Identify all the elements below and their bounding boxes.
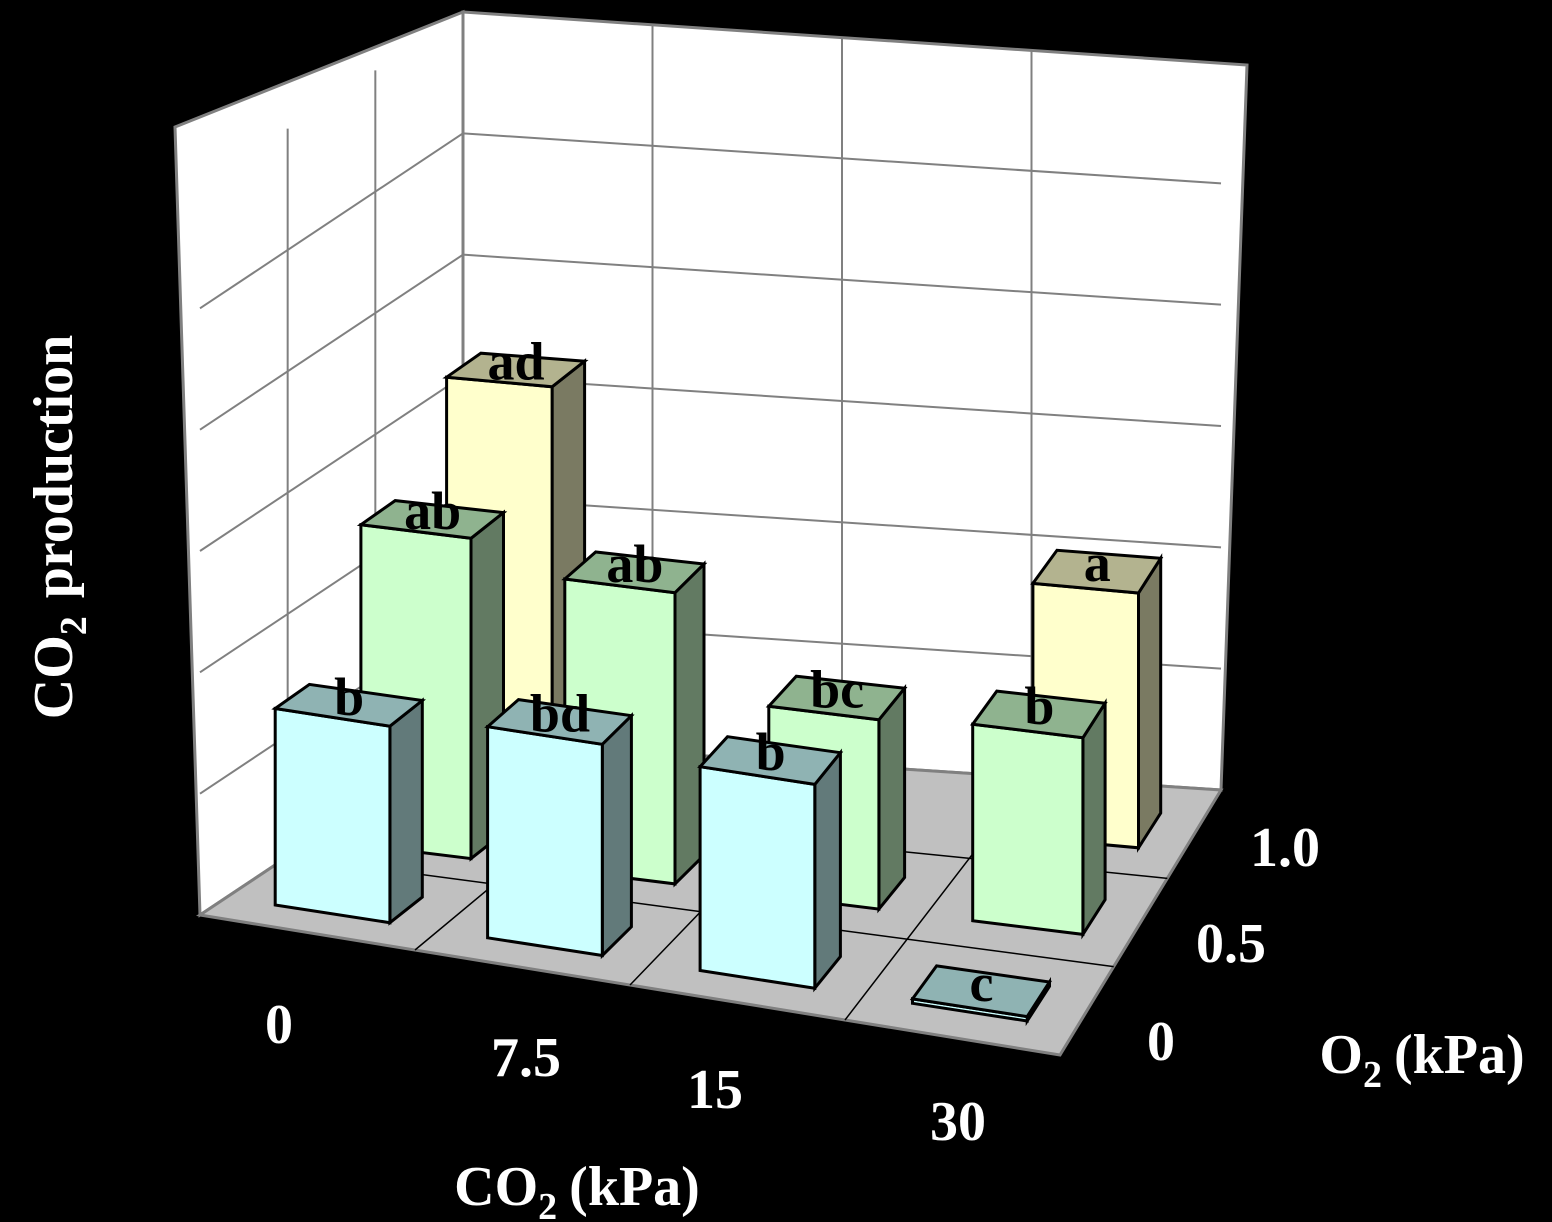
bar <box>1030 548 1164 853</box>
significance-letter: b <box>756 722 786 782</box>
bar-top-face <box>969 689 1108 740</box>
z-tick-label: 1.0 <box>1250 817 1320 879</box>
significance-letter: b <box>334 667 364 727</box>
bar <box>909 964 1053 1027</box>
bar-top-face <box>561 550 708 595</box>
wall-gridline <box>199 132 464 310</box>
bar <box>484 698 635 960</box>
bar-front-face <box>486 724 604 958</box>
bar-top-face <box>484 698 635 746</box>
bar-front-face <box>698 764 817 990</box>
wall-gridline <box>199 253 464 431</box>
x-axis-title: CO2 (kPa) <box>454 1156 700 1222</box>
significance-letter: c <box>969 953 993 1013</box>
bar <box>697 735 844 993</box>
bar-top-face <box>697 735 844 787</box>
bar-front-face <box>971 722 1085 937</box>
bar-top-face <box>909 964 1053 1019</box>
significance-letter: ad <box>488 332 545 392</box>
significance-letter: bc <box>810 660 864 720</box>
bar-side-face <box>1137 553 1163 853</box>
bar-side-face <box>813 748 842 993</box>
bar-top-face <box>442 351 589 389</box>
z-tick-label: 0 <box>1147 1011 1175 1073</box>
bars-layer <box>271 351 1164 1027</box>
significance-letter: a <box>1084 533 1111 593</box>
y-axis-title: CO2production <box>23 335 95 719</box>
significance-letter: ab <box>404 481 461 541</box>
bar-side-face <box>1081 698 1107 940</box>
x-tick-label: 0 <box>265 994 293 1056</box>
bar-side-face <box>600 712 633 960</box>
significance-letter: b <box>1024 676 1054 736</box>
bar-side-face <box>877 683 907 914</box>
bar-side-face <box>388 697 424 926</box>
bar <box>271 682 426 926</box>
significance-letter: ab <box>606 534 663 594</box>
x-tick-label: 30 <box>930 1091 986 1153</box>
x-tick-label: 15 <box>687 1059 743 1121</box>
wall-gridline <box>199 375 464 552</box>
z-axis-title: O2 (kPa) <box>1319 1024 1524 1096</box>
bar-top-face <box>765 674 908 722</box>
bar-top-face <box>356 499 508 540</box>
x-tick-label: 7.5 <box>491 1027 561 1089</box>
bar <box>969 689 1108 940</box>
bar-top-face <box>271 682 426 728</box>
bar-top-face <box>1030 548 1164 595</box>
z-tick-label: 0.5 <box>1196 913 1266 975</box>
bar-front-face <box>273 706 392 925</box>
significance-letter: bd <box>530 684 590 744</box>
